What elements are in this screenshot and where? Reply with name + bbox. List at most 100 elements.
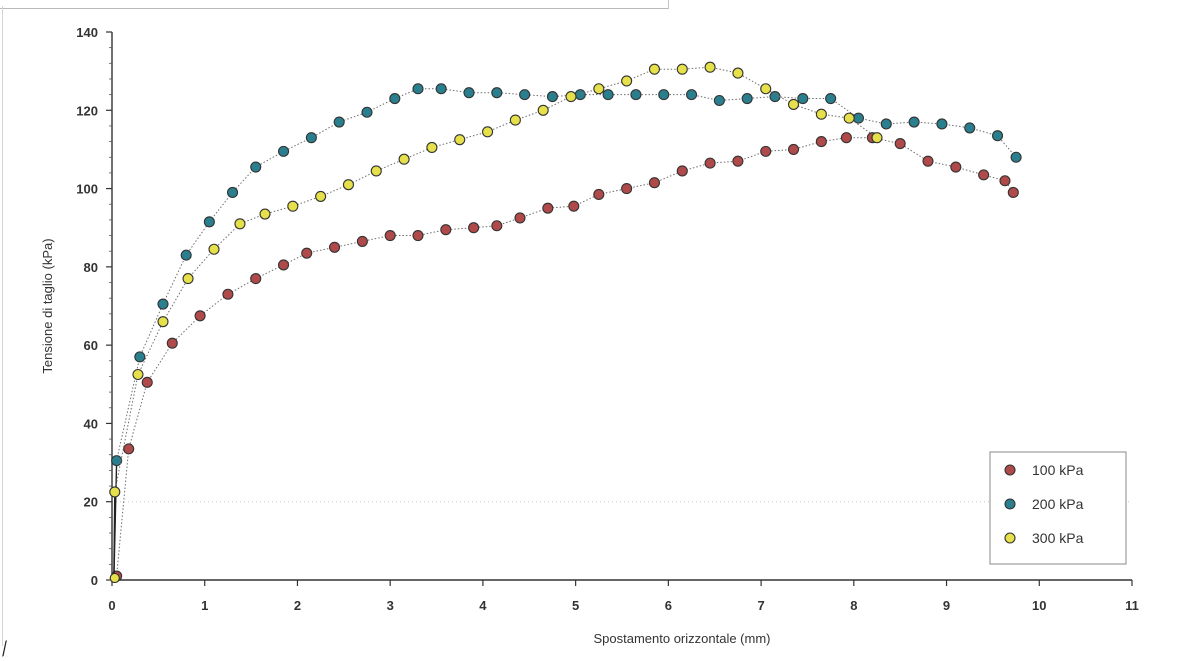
data-point	[769, 91, 781, 103]
data-point	[991, 130, 1004, 142]
data-point	[109, 486, 121, 498]
data-point	[250, 161, 262, 173]
series-100kpa	[109, 132, 1019, 584]
data-point	[574, 89, 586, 101]
data-point	[797, 92, 809, 105]
legend-marker	[1004, 498, 1016, 510]
data-point	[305, 132, 317, 144]
legend-label: 300 kPa	[1032, 530, 1084, 546]
data-point	[157, 298, 169, 310]
data-point	[514, 212, 526, 224]
data-point	[593, 188, 605, 200]
data-point	[621, 75, 633, 87]
data-point	[234, 218, 246, 230]
data-point	[519, 89, 531, 101]
data-point	[180, 249, 192, 261]
data-point	[871, 132, 883, 144]
x-tick-label: 5	[572, 598, 579, 613]
data-point	[648, 177, 661, 189]
legend-label: 100 kPa	[1032, 462, 1084, 478]
data-point	[328, 241, 341, 253]
scan-edge-top	[0, 0, 669, 9]
data-point	[922, 155, 934, 167]
data-point	[760, 83, 772, 95]
data-point	[123, 443, 135, 455]
data-point	[676, 63, 688, 75]
data-point	[964, 122, 976, 134]
data-point	[277, 145, 290, 157]
data-point	[843, 112, 855, 124]
data-point	[546, 91, 559, 103]
legend-marker	[1004, 464, 1016, 476]
y-tick-label: 140	[76, 25, 98, 40]
data-point	[565, 91, 577, 103]
data-point	[111, 455, 123, 467]
data-point	[704, 61, 716, 73]
x-tick-label: 1	[201, 598, 208, 613]
data-point	[491, 87, 503, 99]
x-tick-label: 8	[850, 598, 857, 613]
data-point	[593, 83, 605, 95]
data-point	[222, 288, 234, 300]
x-tick-label: 9	[943, 598, 950, 613]
series-line	[114, 66, 878, 492]
legend-item-100kpa: 100 kPa	[1004, 462, 1084, 478]
x-axis-label: Spostamento orizzontale (mm)	[593, 631, 770, 646]
data-point	[132, 368, 144, 381]
data-point	[182, 273, 194, 285]
data-point	[157, 316, 169, 328]
data-point	[141, 376, 153, 388]
data-point	[936, 118, 948, 130]
data-point	[787, 98, 800, 110]
data-point	[732, 155, 744, 167]
data-point	[426, 141, 438, 154]
data-point	[732, 67, 744, 79]
data-point	[342, 179, 355, 191]
x-tick-label: 2	[294, 598, 301, 613]
series-300kpa	[109, 61, 883, 584]
legend-marker	[1004, 532, 1016, 544]
data-point	[250, 273, 262, 285]
data-point	[361, 106, 373, 118]
data-point	[333, 116, 345, 128]
series-line	[116, 137, 1014, 577]
x-tick-label: 11	[1125, 598, 1139, 613]
data-point	[894, 138, 906, 150]
data-point	[301, 247, 313, 259]
legend: 100 kPa 200 kPa 300 kPa	[989, 451, 1127, 565]
data-point	[542, 202, 554, 214]
data-point	[412, 83, 424, 95]
data-point	[815, 136, 827, 148]
data-point	[398, 153, 410, 165]
data-point	[454, 134, 466, 146]
data-point	[713, 94, 725, 107]
data-point	[259, 208, 271, 220]
data-point	[166, 337, 178, 349]
data-point	[648, 63, 661, 75]
data-point	[840, 132, 852, 144]
y-tick-label: 60	[84, 338, 98, 353]
data-point	[208, 243, 220, 255]
data-point	[602, 89, 614, 101]
data-point	[109, 573, 120, 584]
data-point	[287, 200, 299, 212]
y-tick-label: 40	[84, 416, 98, 431]
data-point	[134, 351, 146, 363]
data-point	[950, 161, 962, 173]
data-point	[685, 89, 698, 101]
x-tick-label: 7	[757, 598, 764, 613]
axes-layer: 0 20 40 60 80 100 120 140 0 1 2 3 4 5 6 7 8 9 10 11	[76, 25, 1139, 613]
x-tick-label: 3	[387, 598, 394, 613]
data-point	[630, 89, 642, 101]
data-point	[815, 108, 827, 120]
data-point	[741, 92, 753, 105]
series-200kpa	[109, 83, 1022, 584]
data-point	[463, 87, 475, 99]
data-point	[203, 216, 215, 228]
y-tick-label: 0	[91, 573, 98, 588]
data-point	[704, 157, 716, 169]
data-point	[384, 229, 396, 242]
x-tick-label: 6	[665, 598, 672, 613]
data-point	[908, 116, 920, 128]
